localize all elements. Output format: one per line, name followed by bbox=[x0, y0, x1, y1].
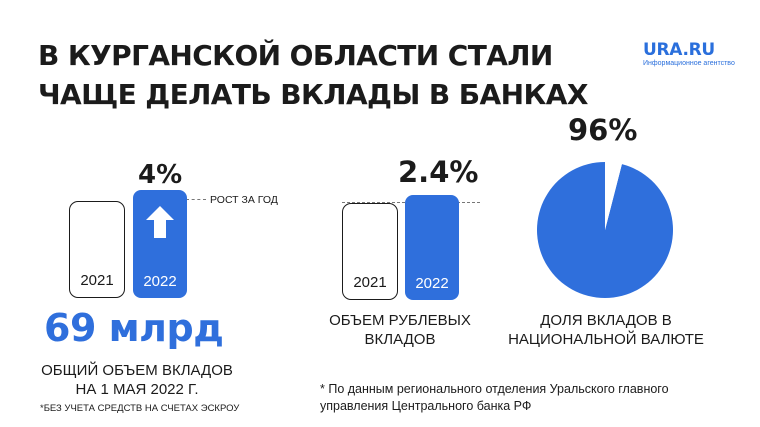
pie-chart bbox=[537, 162, 673, 298]
logo-subtitle: Информационное агентство bbox=[643, 60, 735, 67]
page-title: В КУРГАНСКОЙ ОБЛАСТИ СТАЛИ ЧАЩЕ ДЕЛАТЬ В… bbox=[38, 36, 598, 114]
logo: URA.RU bbox=[643, 40, 715, 60]
caption-line-1: ОБЩИЙ ОБЪЕМ ВКЛАДОВ bbox=[41, 362, 233, 379]
bar-2022: 2022 bbox=[405, 195, 459, 300]
title-line-2: ЧАЩЕ ДЕЛАТЬ ВКЛАДЫ В БАНКАХ bbox=[38, 78, 588, 111]
bar-2021: 2021 bbox=[69, 201, 125, 298]
caption-line-2: ВКЛАДОВ bbox=[364, 331, 436, 348]
arrow-up-icon bbox=[146, 206, 174, 238]
caption-line-2: НА 1 МАЯ 2022 Г. bbox=[75, 381, 199, 398]
bar-value-label: 4% bbox=[138, 160, 183, 190]
headline-value: 69 млрд bbox=[44, 306, 224, 350]
caption-line-1: ОБЪЕМ РУБЛЕВЫХ bbox=[329, 312, 471, 329]
tick-label-2022: 2022 bbox=[415, 275, 449, 292]
pie-value-label: 96% bbox=[568, 113, 638, 147]
tick-label-2022: 2022 bbox=[143, 273, 177, 290]
bar-2022: 2022 bbox=[133, 190, 187, 298]
caption-line-2: НАЦИОНАЛЬНОЙ ВАЛЮТЕ bbox=[508, 331, 704, 348]
bar-value-label: 2.4% bbox=[398, 155, 479, 189]
caption-line-1: ДОЛЯ ВКЛАДОВ В bbox=[540, 312, 672, 329]
footnote-line-2: управления Центрального банка РФ bbox=[320, 399, 532, 413]
growth-dash-line bbox=[186, 199, 206, 200]
tick-label-2021: 2021 bbox=[353, 274, 387, 291]
bar-2021: 2021 bbox=[342, 203, 398, 300]
title-line-1: В КУРГАНСКОЙ ОБЛАСТИ СТАЛИ bbox=[38, 39, 553, 72]
pie-slice-foreign-currency bbox=[605, 162, 622, 230]
source-footnote: * По данным регионального отделения Урал… bbox=[320, 381, 740, 415]
caption-total-deposits: ОБЩИЙ ОБЪЕМ ВКЛАДОВ НА 1 МАЯ 2022 Г. bbox=[24, 361, 250, 399]
caption-national-currency: ДОЛЯ ВКЛАДОВ В НАЦИОНАЛЬНОЙ ВАЛЮТЕ bbox=[494, 311, 718, 349]
tick-label-2021: 2021 bbox=[80, 272, 114, 289]
growth-annotation: РОСТ ЗА ГОД bbox=[210, 194, 278, 206]
caption-ruble-deposits: ОБЪЕМ РУБЛЕВЫХ ВКЛАДОВ bbox=[320, 311, 480, 349]
escrow-note: *БЕЗ УЧЕТА СРЕДСТВ НА СЧЕТАХ ЭСКРОУ bbox=[40, 403, 240, 414]
footnote-line-1: * По данным регионального отделения Урал… bbox=[320, 382, 669, 396]
